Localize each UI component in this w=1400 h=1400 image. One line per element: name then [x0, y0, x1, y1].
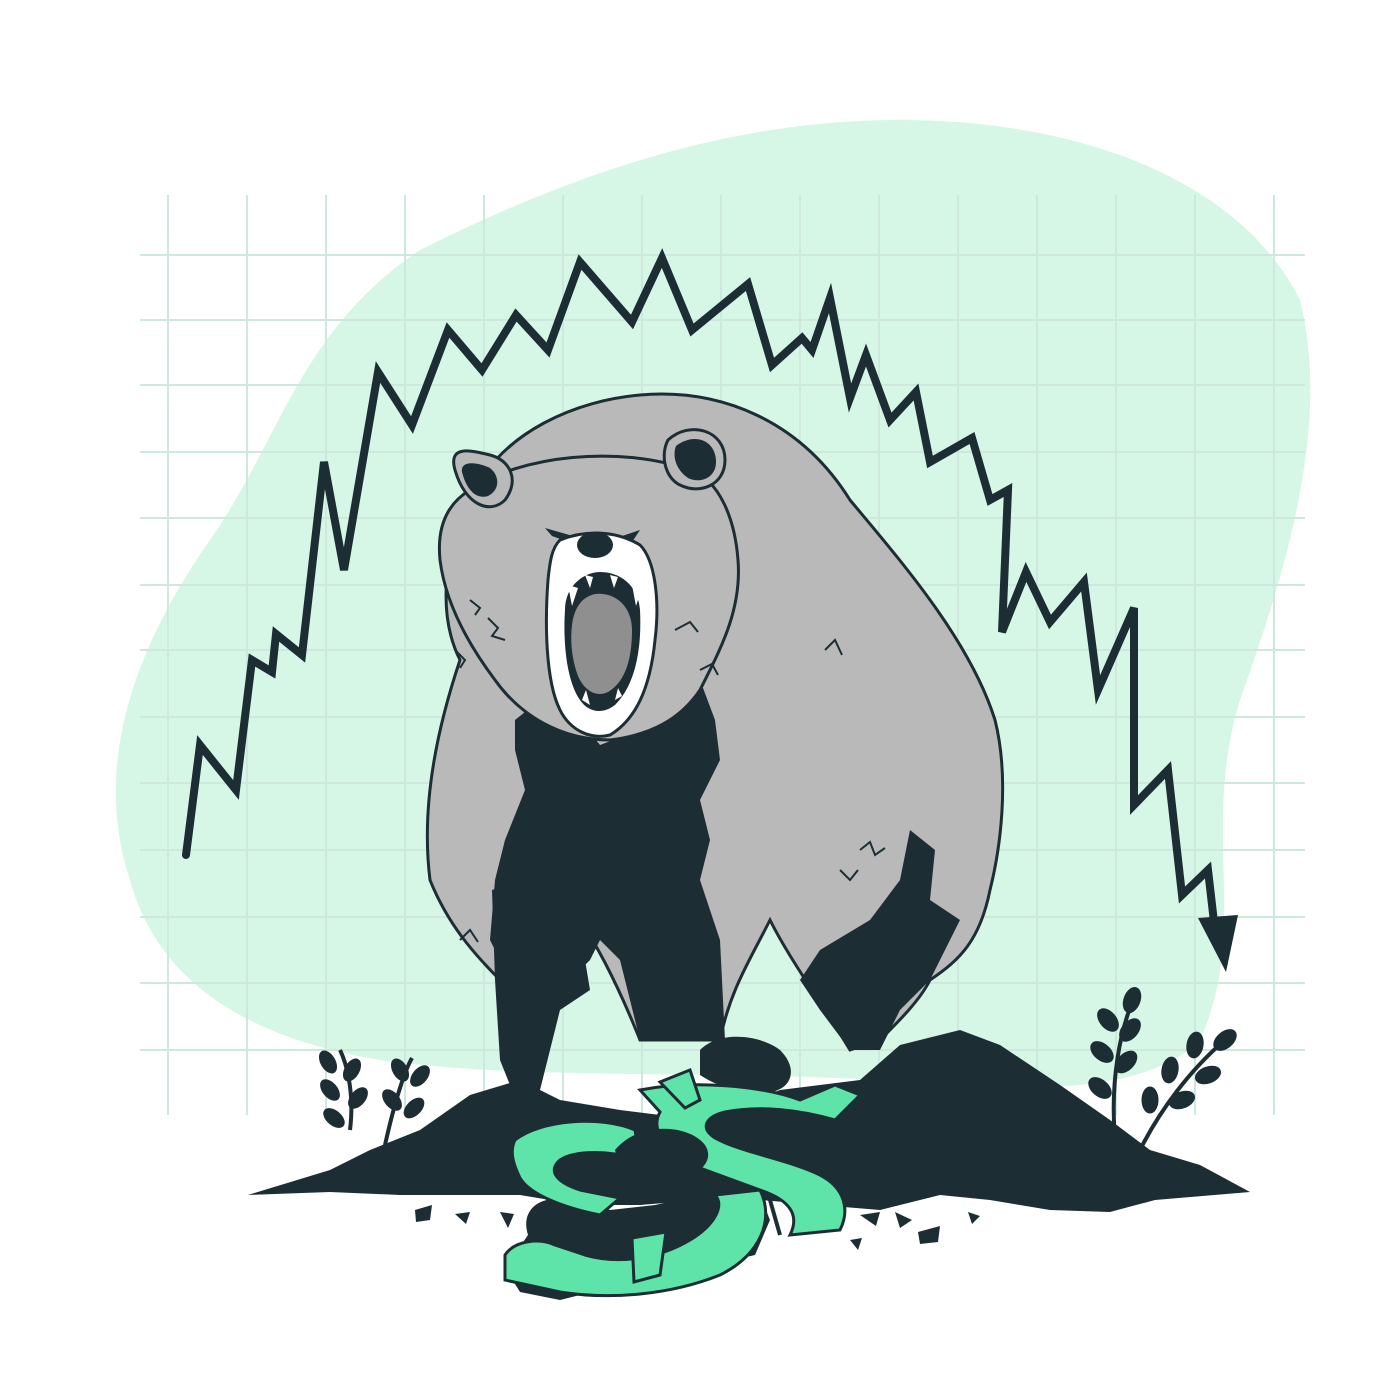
bear-nose [577, 532, 613, 558]
bear-paw [700, 1036, 791, 1093]
plant-icon [1088, 986, 1237, 1151]
bear-ear-right-inner [674, 439, 716, 481]
bear-teeth [568, 575, 642, 705]
bear-left-leg [492, 880, 590, 1110]
bear-icon [425, 392, 1005, 1110]
bear-mouth-inner [571, 593, 632, 695]
bear-fur-strokes [454, 599, 886, 943]
bear-ear-left-inner [461, 463, 498, 497]
plant-icon [318, 1049, 430, 1146]
trend-line [182, 248, 1218, 926]
down-arrow-icon [1198, 915, 1238, 972]
bear-leg-shadow [800, 830, 960, 1050]
ground-rocks [248, 1030, 1250, 1250]
dollar-sign-icon [503, 1068, 863, 1300]
